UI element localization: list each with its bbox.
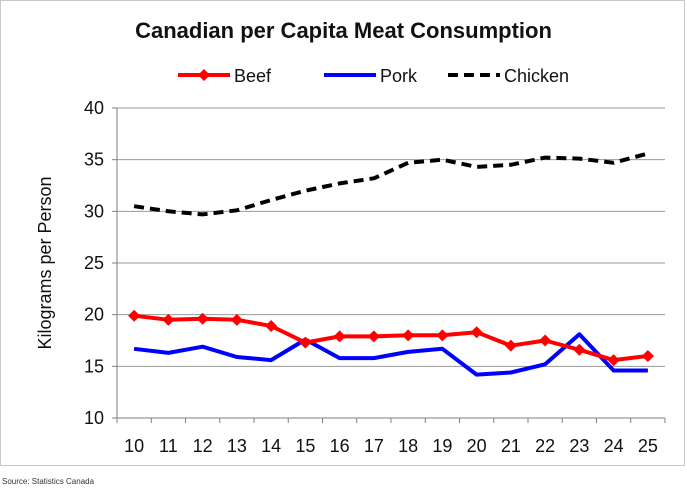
x-tick-label: 21 bbox=[501, 436, 521, 456]
x-tick-label: 22 bbox=[535, 436, 555, 456]
data-point-beef bbox=[230, 313, 243, 326]
data-point-beef bbox=[265, 320, 278, 333]
legend-label-chicken: Chicken bbox=[504, 66, 569, 86]
data-point-beef bbox=[470, 326, 483, 339]
data-point-beef bbox=[504, 339, 517, 352]
data-point-beef bbox=[333, 330, 346, 343]
x-tick-label: 17 bbox=[364, 436, 384, 456]
x-tick-label: 19 bbox=[432, 436, 452, 456]
data-point-beef bbox=[162, 313, 175, 326]
x-tick-label: 13 bbox=[227, 436, 247, 456]
y-tick-label: 25 bbox=[84, 253, 104, 273]
x-tick-label: 14 bbox=[261, 436, 281, 456]
data-point-beef bbox=[573, 343, 586, 356]
x-tick-label: 16 bbox=[330, 436, 350, 456]
data-point-beef bbox=[402, 329, 415, 342]
data-point-beef bbox=[539, 334, 552, 347]
source-note: Source: Statistics Canada bbox=[2, 477, 95, 486]
legend-label-pork: Pork bbox=[380, 66, 418, 86]
data-series bbox=[128, 151, 654, 377]
x-tick-label: 25 bbox=[638, 436, 658, 456]
data-point-beef bbox=[299, 336, 312, 349]
x-tick-label: 20 bbox=[467, 436, 487, 456]
data-point-beef bbox=[607, 354, 620, 367]
y-tick-labels: 40 35 30 25 20 15 10 bbox=[84, 98, 104, 428]
series-line-beef bbox=[133, 313, 649, 363]
data-point-beef bbox=[196, 312, 209, 325]
y-tick-label: 35 bbox=[84, 150, 104, 170]
series-line-pork bbox=[133, 332, 648, 377]
legend-marker-beef bbox=[198, 69, 210, 81]
y-tick-label: 40 bbox=[84, 98, 104, 118]
gridlines bbox=[117, 107, 665, 367]
axes bbox=[112, 107, 666, 423]
y-tick-label: 20 bbox=[84, 305, 104, 325]
data-point-beef bbox=[367, 330, 380, 343]
legend: Beef Pork Chicken bbox=[178, 66, 569, 86]
legend-label-beef: Beef bbox=[234, 66, 272, 86]
x-tick-label: 10 bbox=[124, 436, 144, 456]
y-axis-label: Kilograms per Person bbox=[35, 176, 55, 349]
chart-title: Canadian per Capita Meat Consumption bbox=[135, 18, 552, 43]
y-tick-label: 10 bbox=[84, 408, 104, 428]
series-line-chicken bbox=[133, 151, 649, 217]
y-tick-label: 15 bbox=[84, 356, 104, 376]
x-tick-label: 23 bbox=[569, 436, 589, 456]
chart-frame bbox=[0, 0, 685, 466]
x-tick-label: 15 bbox=[295, 436, 315, 456]
x-tick-label: 18 bbox=[398, 436, 418, 456]
x-tick-label: 24 bbox=[604, 436, 624, 456]
data-point-beef bbox=[128, 309, 141, 322]
x-tick-label: 11 bbox=[159, 436, 178, 456]
x-tick-labels: 10 11 12 13 14 15 16 17 18 19 20 21 22 23 24 25 bbox=[124, 436, 658, 456]
x-tick-label: 12 bbox=[193, 436, 213, 456]
y-tick-label: 30 bbox=[84, 201, 104, 221]
data-point-beef bbox=[641, 350, 654, 362]
data-point-beef bbox=[436, 329, 449, 342]
